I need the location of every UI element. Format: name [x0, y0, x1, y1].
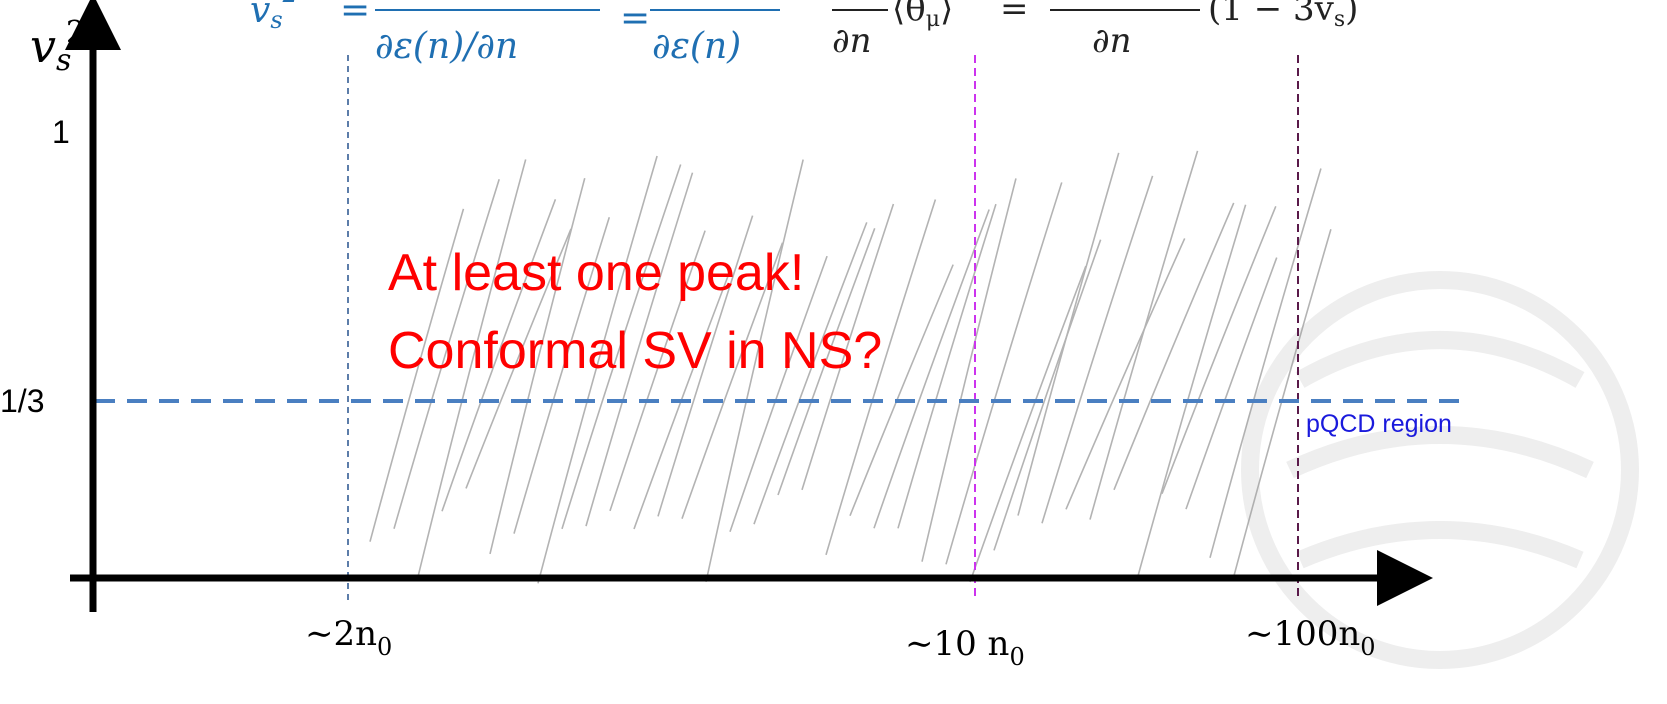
x-tick-main: ∼2n [305, 614, 377, 654]
watermark [1241, 271, 1639, 669]
region-label: pQCD region [1306, 410, 1452, 438]
hatch-stroke [489, 178, 586, 555]
hatch-stroke [441, 199, 557, 512]
hatching [369, 150, 1332, 584]
formula-eq: = [1000, 0, 1029, 29]
formula-eq: = [340, 0, 370, 31]
x-tick-sub: 0 [1009, 643, 1024, 671]
x-tick-main: ∼10 n [905, 624, 1009, 664]
hatch-stroke [369, 208, 465, 542]
hatch-stroke [1161, 205, 1277, 495]
annotation: At least one peak! [388, 244, 804, 302]
hatch-stroke [465, 228, 572, 489]
hatch-stroke [1089, 150, 1199, 520]
y-axis-label: vs2 [30, 15, 85, 78]
hatch-stroke [993, 239, 1102, 551]
hatch-stroke [1041, 175, 1154, 524]
hatch-stroke [1233, 229, 1332, 576]
hatch-stroke [561, 164, 682, 530]
x-tick-sub: 0 [377, 633, 392, 661]
hatch-stroke [1113, 202, 1235, 491]
x-tick-main: ∼100n [1245, 614, 1360, 654]
x-tick-label: ∼2n0 [305, 614, 392, 661]
formula-sub: s [1334, 7, 1345, 32]
hatch-stroke [753, 222, 868, 525]
formula-factor: (1 − 3vs) [1208, 0, 1358, 32]
hatch-stroke [825, 199, 937, 556]
hatch-stroke [849, 264, 954, 517]
x-tick-label: ∼10 n0 [905, 624, 1025, 671]
y-axis-label-main: v [30, 19, 56, 73]
hatch-stroke [657, 215, 754, 517]
hatch-stroke [801, 203, 895, 491]
formula-factor-main: (1 − 3v [1208, 0, 1335, 29]
formula-sup: 2 [282, 0, 298, 8]
formula-denominator: ∂n [832, 21, 871, 61]
y-axis-label-sub: s [56, 43, 71, 78]
formula-trace: ⟨θμ⟩ = [892, 0, 1029, 32]
formula-lhs: ⟨θ [892, 0, 926, 29]
hatch-stroke [873, 209, 990, 529]
hatch-stroke [1065, 238, 1186, 510]
hatch-stroke [705, 159, 804, 583]
hatch-stroke [1137, 204, 1247, 577]
formula-close: ) [1345, 0, 1358, 29]
hatch-stroke [633, 267, 732, 530]
formula-left: vs2 = [250, 0, 370, 34]
hatch-stroke [969, 265, 1087, 583]
formula-lhs: v [250, 0, 270, 31]
hatch-stroke [921, 178, 1017, 562]
formula-denominator: ∂ε(n) [652, 26, 741, 67]
x-tick-label: ∼100n0 [1245, 614, 1376, 661]
hatch-stroke [681, 242, 784, 519]
hatch-stroke [777, 228, 876, 496]
formula-denominator: ∂ε(n)/∂n [375, 26, 518, 67]
hatch-stroke [417, 159, 527, 577]
hatch-stroke [585, 172, 694, 527]
annotation: Conformal SV in NS? [388, 322, 882, 380]
x-tick-sub: 0 [1360, 633, 1375, 661]
hatch-stroke [393, 179, 500, 529]
hatch-stroke [945, 182, 1063, 565]
formula-sub: s [270, 6, 282, 34]
y-tick-label: 1 [52, 114, 70, 150]
hatch-stroke [1017, 152, 1120, 516]
formula-close: ⟩ [940, 0, 953, 29]
hatch-stroke [1209, 168, 1322, 558]
hatch-stroke [609, 230, 706, 512]
hatch-stroke [537, 155, 658, 584]
y-tick-label: 1/3 [0, 383, 44, 419]
formula-eq: = [620, 0, 650, 39]
formula-sub: μ [926, 7, 940, 32]
y-axis-label-sup: 2 [66, 15, 85, 50]
hatch-stroke [1185, 257, 1278, 510]
hatch-stroke [729, 255, 828, 533]
formula-denominator: ∂n [1092, 21, 1131, 61]
hatch-stroke [513, 217, 611, 534]
hatch-stroke [897, 203, 997, 529]
